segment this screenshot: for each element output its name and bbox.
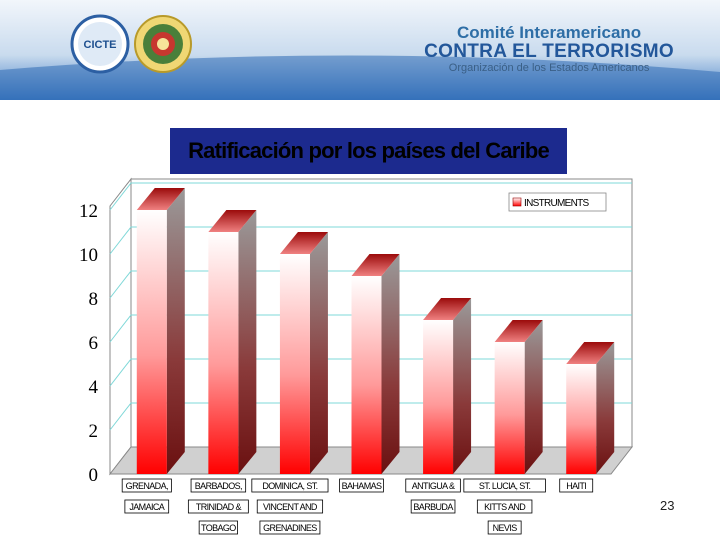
gridline [109, 226, 632, 255]
x-axis-labels: GRENADA, JAMAICA BARBADOS, TRINIDAD & TOBAGO… [121, 478, 594, 535]
legend-swatch [512, 197, 522, 207]
x-tick-label-line: KITTS AND [484, 502, 526, 512]
svg-text:CICTE: CICTE [84, 39, 117, 51]
y-tick-label: 6 [89, 333, 99, 354]
bar [279, 232, 328, 474]
bar [351, 254, 400, 474]
y-axis-ticks: 0 2 4 6 8 10 12 [79, 201, 99, 486]
x-tick-label-line: HAITI [566, 481, 586, 491]
x-tick-label-line: BARBUDA [413, 502, 453, 512]
legend: INSTRUMENTS [508, 192, 607, 212]
page-number: 23 [660, 498, 675, 513]
slide-title-box: Ratificación por los países del Caribe [170, 128, 567, 174]
x-tick-label-line: BAHAMAS [342, 481, 382, 491]
header-banner: CICTE [0, 0, 720, 100]
x-tick-label-line: TOBAGO [201, 523, 236, 533]
bar [423, 298, 472, 474]
oas-seal [134, 15, 192, 73]
y-tick-label: 2 [89, 421, 99, 442]
x-tick-label-line: NEVIS [493, 523, 518, 533]
y-tick-label: 0 [89, 465, 99, 486]
bars [136, 188, 615, 474]
x-tick-label-line: ANTIGUA & [412, 481, 455, 491]
x-tick-label-line: JAMAICA [129, 502, 164, 512]
x-tick-label-line: VINCENT AND [263, 502, 318, 512]
x-tick-label-line: GRENADINES [263, 523, 317, 533]
x-tick-label-line: TRINIDAD & [196, 502, 242, 512]
legend-label: INSTRUMENTS [524, 198, 590, 209]
bar [208, 210, 257, 474]
gridline [109, 182, 632, 211]
org-line-2: CONTRA EL TERRORISMO [424, 41, 674, 62]
org-line-3: Organización de los Estados Americanos [448, 62, 650, 74]
y-tick-label: 12 [79, 201, 98, 222]
y-tick-label: 4 [89, 377, 99, 398]
x-tick-label: BARBADOS, TRINIDAD & TOBAGO [187, 478, 249, 535]
bar [136, 188, 185, 474]
x-tick-label: HAITI [559, 478, 594, 493]
slide-title: Ratificación por los países del Caribe [188, 138, 550, 163]
y-tick-label: 8 [89, 289, 99, 310]
x-tick-label-line: GRENADA, [126, 481, 168, 491]
x-tick-label: GRENADA, JAMAICA [121, 478, 172, 514]
gridline [109, 270, 632, 299]
x-tick-label: DOMINICA, ST. VINCENT AND GRENADINES [251, 478, 329, 535]
y-tick-label: 10 [79, 245, 98, 266]
bar [566, 342, 615, 474]
x-tick-label-line: ST. LUCIA, ST. [479, 481, 531, 491]
org-line-1: Comité Interamericano [456, 23, 642, 42]
cicte-logo: CICTE [70, 14, 130, 74]
x-tick-label: ST. LUCIA, ST. KITTS AND NEVIS [463, 478, 546, 535]
x-tick-label-line: BARBADOS, [195, 481, 242, 491]
x-tick-label: BAHAMAS [339, 478, 384, 493]
x-tick-label-line: DOMINICA, ST. [262, 481, 317, 491]
organization-name: Comité Interamericano CONTRA EL TERRORIS… [424, 24, 674, 75]
bar [494, 320, 543, 474]
x-tick-label: ANTIGUA & BARBUDA [405, 478, 461, 514]
